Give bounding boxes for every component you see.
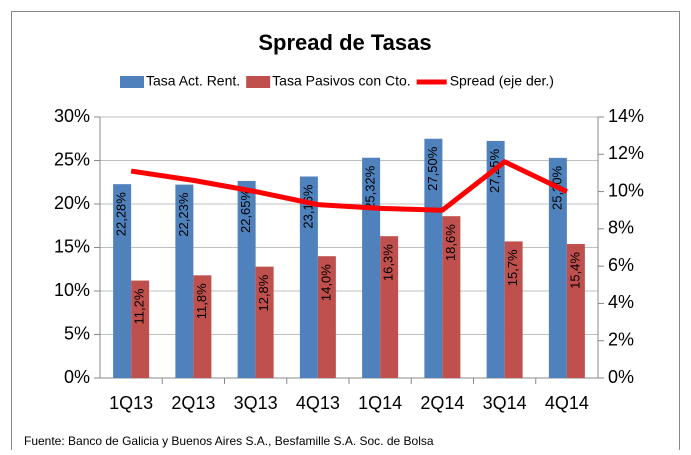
y-tick-label: 20%	[54, 193, 90, 213]
data-label: 18,6%	[443, 224, 458, 261]
y2-tick-label: 14%	[608, 106, 644, 126]
y2-tick-label: 6%	[608, 255, 634, 275]
bar	[237, 180, 256, 378]
bar	[317, 256, 336, 378]
x-tick-label: 1Q14	[358, 393, 402, 413]
bar	[175, 184, 194, 378]
legend-label: Spread (eje der.)	[450, 73, 554, 89]
x-tick-label: 3Q13	[234, 393, 278, 413]
spread-line	[130, 159, 568, 213]
legend-label: Tasa Act. Rent.	[146, 73, 240, 89]
source-note: Fuente: Banco de Galicia y Buenos Aires …	[24, 434, 434, 448]
data-label: 22,28%	[114, 192, 129, 237]
bar	[566, 244, 585, 378]
bar	[380, 236, 399, 378]
y2-tick-label: 2%	[608, 329, 634, 349]
y2-tick-label: 12%	[608, 143, 644, 163]
y2-tick-label: 4%	[608, 292, 634, 312]
y2-tick-label: 8%	[608, 218, 634, 238]
chart-frame	[11, 11, 680, 455]
bar	[113, 184, 132, 378]
legend-label: Tasa Pasivos con Cto.	[272, 73, 411, 89]
chart-title: Spread de Tasas	[258, 30, 431, 55]
data-label: 11,2%	[132, 288, 147, 324]
y-tick-label: 0%	[64, 367, 90, 387]
bar	[255, 266, 274, 378]
x-tick-label: 4Q14	[545, 393, 589, 413]
bar	[442, 216, 461, 378]
y-tick-label: 25%	[54, 149, 90, 169]
x-tick-label: 2Q14	[420, 393, 464, 413]
x-tick-label: 2Q13	[171, 393, 215, 413]
data-label: 11,8%	[194, 283, 209, 319]
data-label: 22,23%	[176, 192, 191, 237]
y2-tick-label: 10%	[608, 180, 644, 200]
x-tick-label: 1Q13	[109, 393, 153, 413]
data-label: 16,3%	[381, 244, 396, 281]
bar	[193, 275, 212, 378]
bar	[424, 138, 443, 378]
bar	[504, 241, 523, 378]
bar	[362, 157, 381, 378]
data-label: 23,16%	[300, 184, 315, 229]
data-label: 15,7%	[505, 249, 520, 286]
legend-swatch	[120, 76, 144, 88]
y-tick-label: 5%	[64, 323, 90, 343]
x-tick-label: 4Q13	[296, 393, 340, 413]
y-tick-label: 10%	[54, 280, 90, 300]
data-label: 12,8%	[256, 274, 271, 311]
y2-tick-label: 0%	[608, 367, 634, 387]
data-label: 22,65%	[238, 189, 253, 234]
y-tick-label: 15%	[54, 236, 90, 256]
data-label: 25,32%	[363, 165, 378, 210]
bar	[486, 140, 505, 378]
bar	[131, 280, 150, 378]
bar	[548, 157, 567, 378]
bar	[299, 176, 318, 378]
legend-swatch	[246, 76, 271, 88]
data-label: 14,0%	[318, 264, 333, 301]
data-label: 27,50%	[425, 146, 440, 191]
x-tick-label: 3Q14	[483, 393, 527, 413]
data-label: 15,4%	[567, 252, 582, 289]
y-tick-label: 30%	[54, 106, 90, 126]
